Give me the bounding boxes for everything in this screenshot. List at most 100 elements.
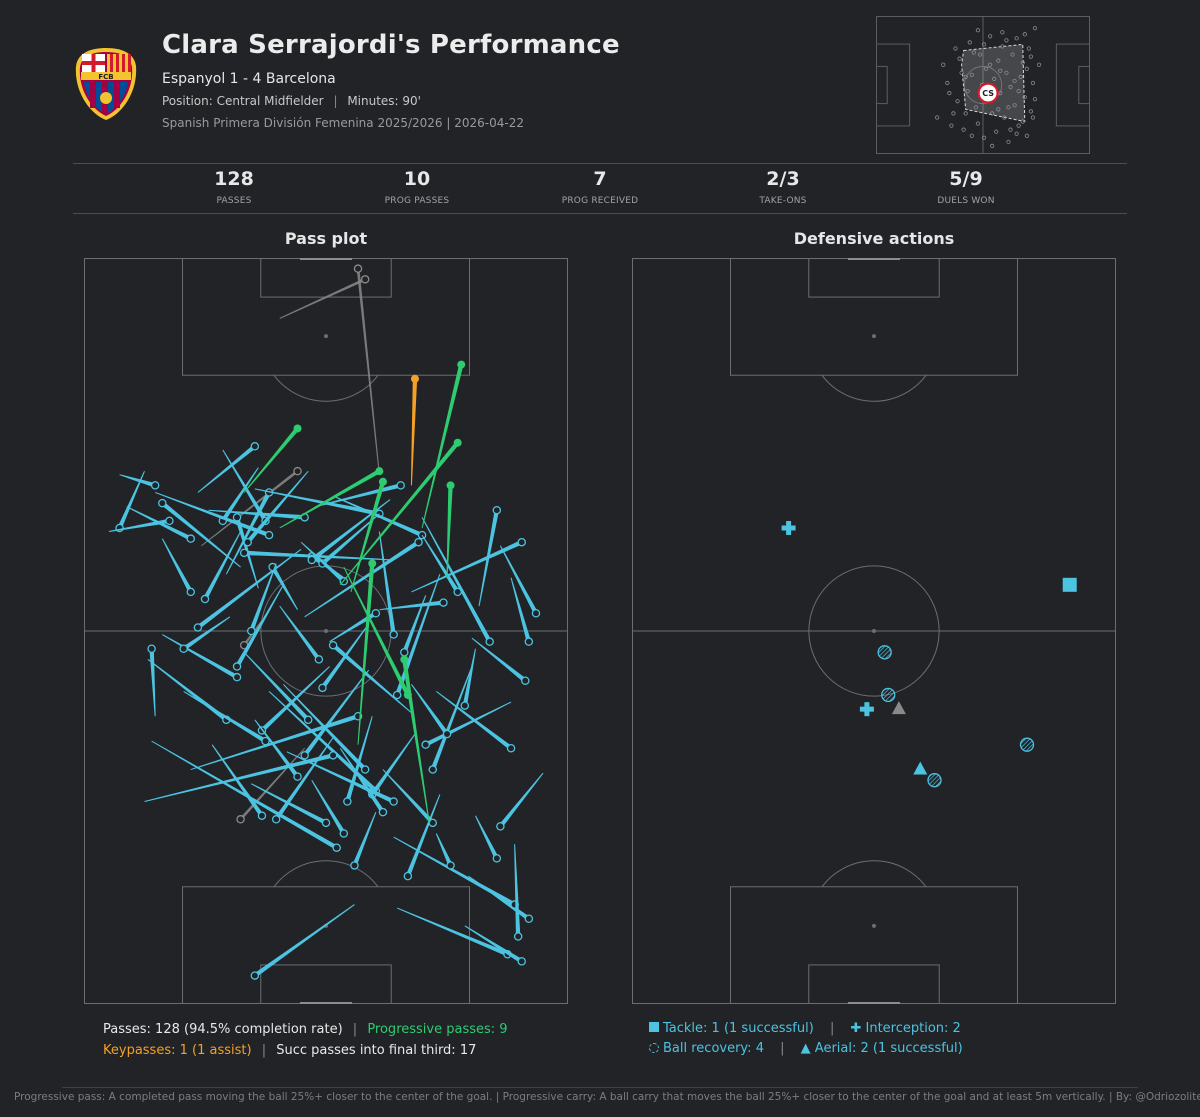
pass-progressive [243,424,302,493]
touch-point [977,52,983,57]
position-line: Position: Central Midfielder | Minutes: … [162,94,421,108]
def-legend-row-2: Ball recovery: 4 | ▲ Aerial: 2 (1 succes… [649,1041,963,1056]
pass-complete [307,499,391,565]
separator: | [780,1041,785,1056]
pass-complete [471,637,530,685]
stat-label: PROG RECEIVED [561,196,639,206]
pass-line [300,541,346,583]
pass-complete [155,491,274,540]
pass-complete [475,815,502,863]
pass-end-marker [179,644,188,654]
pass-line [161,538,193,593]
pass-complete [411,537,526,593]
pass-legend-row-1: Passes: 128 (94.5% completion rate) | Pr… [103,1022,508,1037]
pass-end-marker [232,672,242,682]
bottom-penalty-arc [821,860,927,888]
pass-end-marker [360,275,370,284]
pass-line [119,474,156,488]
pass-line [190,714,359,771]
pass-end-marker [403,871,413,881]
touch-point [1008,84,1013,90]
pass-complete [499,545,541,618]
touch-point [947,91,952,96]
touch-point [1004,38,1009,43]
top-penalty-box [730,258,1018,376]
touch-point [971,50,976,55]
top-penalty-arc [821,374,927,402]
pass-complete [250,904,355,980]
touch-point [1022,32,1027,37]
pass-complete [183,690,270,746]
pass-line [203,531,242,601]
bottom-six-yard-box [260,964,392,1004]
pass-plot-pitch [84,258,568,1004]
touch-point [969,133,974,138]
pass-line [339,747,385,814]
pass-complete [251,783,331,828]
pass-progressive [400,655,430,823]
interception-plus-icon: ✚ [850,1021,862,1036]
pass-line [149,648,156,717]
touch-point [988,34,993,39]
pass-complete [179,616,231,654]
touch-zone-hull [961,43,1026,123]
pass-line [279,605,321,661]
pass-complete [464,925,526,966]
pass-line [352,811,377,867]
pass-line [379,600,444,611]
pass-line [471,637,527,683]
pass-line [182,616,231,651]
pass-complete [161,538,196,597]
touch-point [1012,78,1017,84]
competition-line: Spanish Primera División Femenina 2025/2… [162,116,524,130]
center-spot [324,629,328,633]
defensive-actions-title: Defensive actions [793,229,955,248]
tackle-square-icon [649,1022,659,1032]
touch-point [1032,97,1038,102]
pass-line [208,509,305,520]
pass-end-marker [314,655,324,664]
pass-end-marker [328,640,338,650]
pass-line [339,441,460,586]
touch-point [945,80,950,86]
pass-complete [197,442,260,493]
legend-tackle: Tackle: 1 (1 successful) [663,1021,814,1036]
pass-progressive [343,566,412,699]
pass-complete [378,531,398,639]
legend-keypasses: Keypasses: 1 (1 assist) [103,1043,252,1058]
separator: | [829,1021,835,1036]
pass-end-marker [307,555,317,565]
pass-line [435,833,453,867]
touch-point [965,88,970,94]
touch-point [1018,74,1023,79]
mini-left-box [876,43,911,127]
pass-end-marker [521,676,530,685]
stat-value: 10 [403,168,431,190]
touch-point [1006,139,1011,144]
touch-point [963,74,968,79]
recovery-marker [881,687,896,703]
pass-line [160,501,241,568]
touch-point [1002,115,1007,120]
touch-point [973,105,978,110]
pass-line [197,444,257,493]
pass-line [279,278,366,319]
pass-end-marker [350,861,359,870]
fcb-crest-logo: FCB [75,48,137,120]
touch-point [957,56,962,61]
touch-point [990,111,995,116]
pass-failed [279,275,370,319]
pass-end-marker [371,608,381,618]
pass-line [302,669,370,757]
pass-end-marker [293,772,302,781]
pass-end-marker [193,623,203,632]
touch-point [1014,131,1019,136]
pass-complete [232,584,284,671]
pass-line [183,690,267,744]
touch-point [998,68,1003,73]
recovery-marker [1019,737,1035,752]
touch-point [1016,123,1021,128]
touch-point [975,28,981,33]
pass-end-marker [150,481,160,490]
pass-complete [211,744,267,820]
